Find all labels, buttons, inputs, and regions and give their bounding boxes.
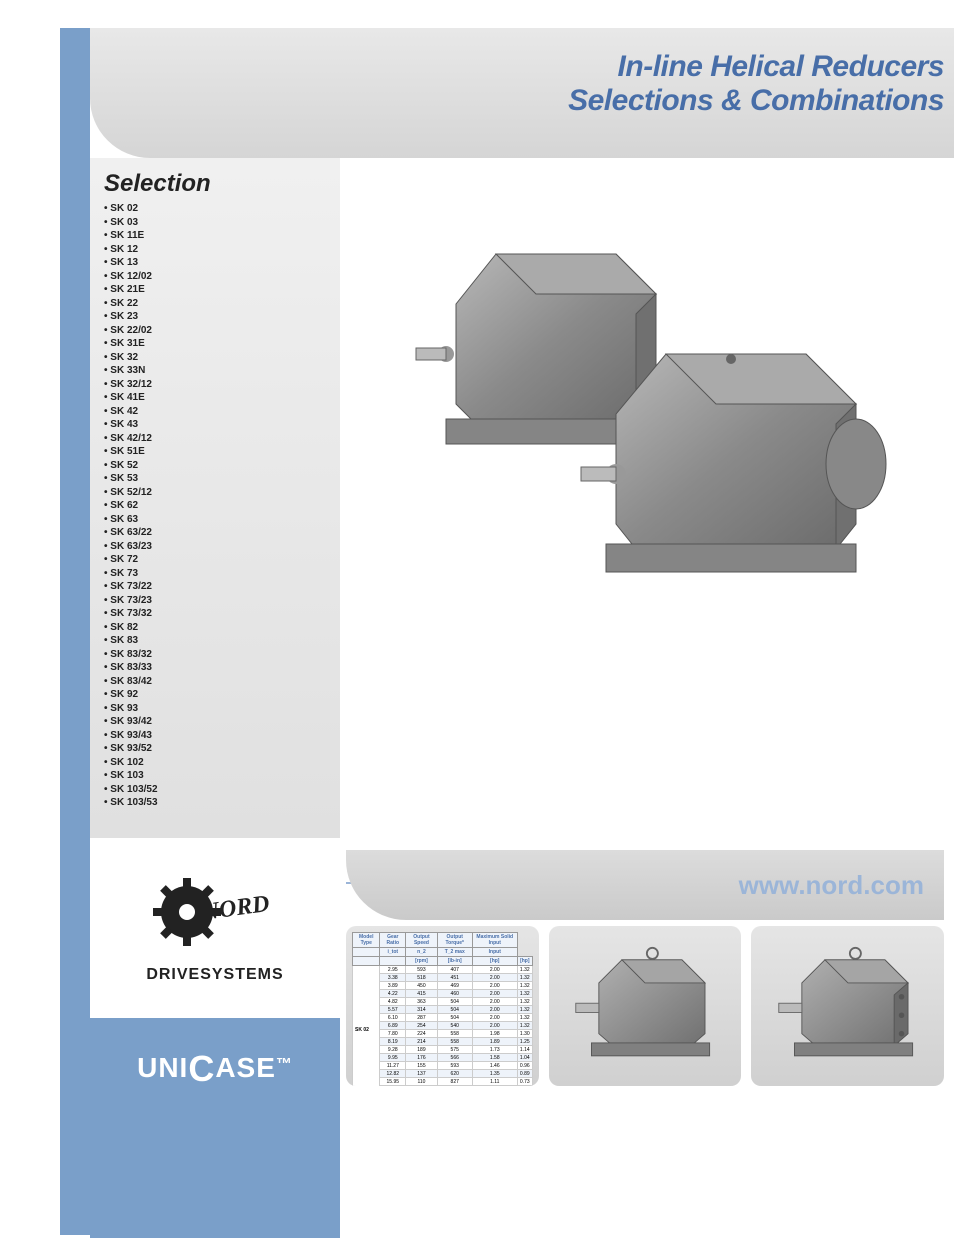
selection-item: • SK 63 <box>104 513 326 527</box>
left-accent-strip <box>60 158 90 1235</box>
selection-item: • SK 83/42 <box>104 675 326 689</box>
selection-item: • SK 11E <box>104 229 326 243</box>
unicase-text: UNICASE™ <box>137 1048 293 1090</box>
selection-item: • SK 73/23 <box>104 594 326 608</box>
title-line-2: Selections & Combinations <box>568 84 944 118</box>
selection-item: • SK 43 <box>104 418 326 432</box>
thumb-cell-2 <box>751 926 944 1086</box>
selection-item: • SK 12 <box>104 243 326 257</box>
selection-item: • SK 22/02 <box>104 324 326 338</box>
selection-item: • SK 93 <box>104 702 326 716</box>
selection-heading: Selection <box>104 170 326 198</box>
mid-grey-band: www.nord.com <box>346 850 944 920</box>
selection-item: • SK 21E <box>104 283 326 297</box>
left-column: Selection • SK 02• SK 03• SK 11E• SK 12•… <box>60 158 340 1235</box>
selection-item: • SK 83/33 <box>104 661 326 675</box>
logo-subtitle: DRIVESYSTEMS <box>146 966 283 984</box>
spec-table: Model TypeGear RatioOutput SpeedOutput T… <box>352 932 533 1086</box>
selection-item: • SK 73/22 <box>104 580 326 594</box>
nord-gear-logo: NORD <box>145 872 285 962</box>
selection-item: • SK 93/43 <box>104 729 326 743</box>
selection-item: • SK 103/52 <box>104 783 326 797</box>
selection-item: • SK 62 <box>104 499 326 513</box>
product-thumb-1-icon <box>555 932 736 1080</box>
selection-item: • SK 73 <box>104 567 326 581</box>
top-header-band: In-line Helical Reducers Selections & Co… <box>60 28 954 158</box>
unicase-panel: UNICASE™ <box>90 1018 340 1238</box>
selection-item: • SK 12/02 <box>104 270 326 284</box>
selection-item: • SK 02 <box>104 202 326 216</box>
selection-item: • SK 103/53 <box>104 796 326 810</box>
page-title-box: In-line Helical Reducers Selections & Co… <box>568 50 944 118</box>
selection-item: • SK 41E <box>104 391 326 405</box>
selection-item: • SK 82 <box>104 621 326 635</box>
selection-item: • SK 33N <box>104 364 326 378</box>
top-grey-band: In-line Helical Reducers Selections & Co… <box>90 28 954 158</box>
spec-table-cell: Model TypeGear RatioOutput SpeedOutput T… <box>346 926 539 1086</box>
selection-list: • SK 02• SK 03• SK 11E• SK 12• SK 13• SK… <box>104 202 326 810</box>
selection-item: • SK 73/32 <box>104 607 326 621</box>
selection-item: • SK 102 <box>104 756 326 770</box>
selection-item: • SK 63/23 <box>104 540 326 554</box>
selection-item: • SK 32/12 <box>104 378 326 392</box>
product-image-main <box>376 194 896 634</box>
selection-item: • SK 22 <box>104 297 326 311</box>
selection-item: • SK 51E <box>104 445 326 459</box>
title-line-1: In-line Helical Reducers <box>568 50 944 84</box>
product-thumb-2-icon <box>757 932 938 1080</box>
selection-item: • SK 72 <box>104 553 326 567</box>
logo-panel: NORD DRIVESYSTEMS <box>90 844 340 1012</box>
main-product-area <box>346 164 944 844</box>
selection-item: • SK 103 <box>104 769 326 783</box>
selection-item: • SK 93/42 <box>104 715 326 729</box>
selection-item: • SK 52/12 <box>104 486 326 500</box>
selection-item: • SK 32 <box>104 351 326 365</box>
selection-item: • SK 23 <box>104 310 326 324</box>
selection-item: • SK 63/22 <box>104 526 326 540</box>
selection-item: • SK 83 <box>104 634 326 648</box>
selection-item: • SK 52 <box>104 459 326 473</box>
selection-item: • SK 93/52 <box>104 742 326 756</box>
selection-panel: Selection • SK 02• SK 03• SK 11E• SK 12•… <box>90 158 340 838</box>
selection-item: • SK 42 <box>104 405 326 419</box>
selection-item: • SK 03 <box>104 216 326 230</box>
selection-item: • SK 83/32 <box>104 648 326 662</box>
selection-item: • SK 42/12 <box>104 432 326 446</box>
logo-brand-text: NORD <box>199 891 271 926</box>
selection-item: • SK 31E <box>104 337 326 351</box>
selection-item: • SK 53 <box>104 472 326 486</box>
thumb-cell-1 <box>549 926 742 1086</box>
selection-item: • SK 13 <box>104 256 326 270</box>
selection-item: • SK 92 <box>104 688 326 702</box>
website-url: www.nord.com <box>739 870 924 901</box>
top-accent-strip <box>60 28 90 158</box>
bottom-thumbnail-row: Model TypeGear RatioOutput SpeedOutput T… <box>346 926 944 1086</box>
